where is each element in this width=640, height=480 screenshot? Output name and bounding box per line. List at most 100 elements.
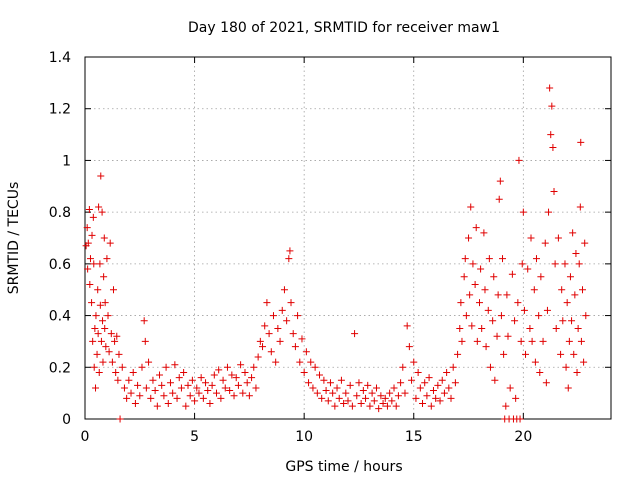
data-point [129,368,137,376]
data-point [105,348,113,356]
data-point [140,317,148,325]
data-point [466,291,474,299]
data-point [554,234,562,242]
data-point [496,177,504,185]
data-point [305,379,313,387]
data-point [582,312,590,320]
data-point [522,350,530,358]
data-point [443,368,451,376]
data-point [307,358,315,366]
data-point [90,260,98,268]
data-point [217,394,225,402]
data-point [322,387,330,395]
data-point [486,363,494,371]
data-point [100,234,108,242]
data-point [92,312,100,320]
y-tick-label: 1.4 [49,50,71,66]
data-point [524,265,532,273]
data-point [516,415,524,423]
data-point [213,389,220,397]
data-point [313,389,321,397]
data-point [545,208,553,216]
data-point [324,397,332,405]
data-point [294,312,302,320]
data-point [232,374,240,382]
data-point [568,317,576,325]
data-point [173,394,181,402]
data-point [511,317,519,325]
data-point [300,368,308,376]
data-point [440,389,448,397]
data-point [564,384,572,392]
data-point [489,317,497,325]
data-point [531,358,539,366]
data-point [142,384,150,392]
data-point [572,250,580,258]
data-point [311,363,319,371]
data-point [99,317,107,325]
data-point [508,270,516,278]
data-point [514,299,522,307]
data-point [114,376,122,384]
data-point [432,394,440,402]
data-point [90,363,98,371]
data-point [366,402,374,410]
data-point [543,306,551,314]
y-axis: 0 0.2 0.4 0.6 0.8 1 1.2 1.4 [49,50,611,428]
data-point [477,265,485,273]
data-point [549,144,557,151]
data-point [419,399,427,407]
data-point [138,363,146,371]
data-point [351,330,359,338]
chart-title: Day 180 of 2021, SRMTID for receiver maw… [188,20,500,36]
data-point [580,358,588,366]
data-point [230,392,238,400]
data-point [372,384,380,392]
data-point [169,389,177,397]
data-point [550,187,558,195]
data-point [362,394,370,402]
data-point [202,379,210,387]
data-point [191,397,199,405]
data-point [541,239,549,247]
data-point [186,392,194,400]
data-point [434,381,442,389]
data-point [164,399,172,407]
data-point [451,379,459,387]
data-point [458,337,466,345]
data-point [577,138,585,146]
data-point [107,330,115,338]
data-point [333,384,341,392]
data-point [416,384,424,392]
data-point [515,156,523,164]
data-point [449,363,457,371]
data-point [93,350,101,358]
y-tick-label: 0.6 [49,257,71,273]
data-point [423,392,431,400]
data-point [537,273,545,281]
data-point [85,206,93,214]
data-point [401,389,409,397]
data-point [118,363,126,371]
data-point [298,335,306,343]
data-point [237,361,245,369]
data-point [99,358,107,366]
x-tick-label: 20 [514,429,532,445]
y-tick-label: 1.2 [49,102,71,118]
data-point [104,312,112,320]
data-point [348,402,356,410]
data-point [276,337,284,345]
data-point [519,208,527,216]
data-point [344,397,352,405]
data-point [414,368,422,376]
data-point [469,260,477,268]
data-point [329,389,337,397]
data-point [495,195,503,203]
data-point [108,358,116,366]
data-point [86,255,94,263]
data-point [89,337,97,345]
data-point [462,312,470,320]
data-point [421,379,429,387]
data-point [386,389,394,397]
